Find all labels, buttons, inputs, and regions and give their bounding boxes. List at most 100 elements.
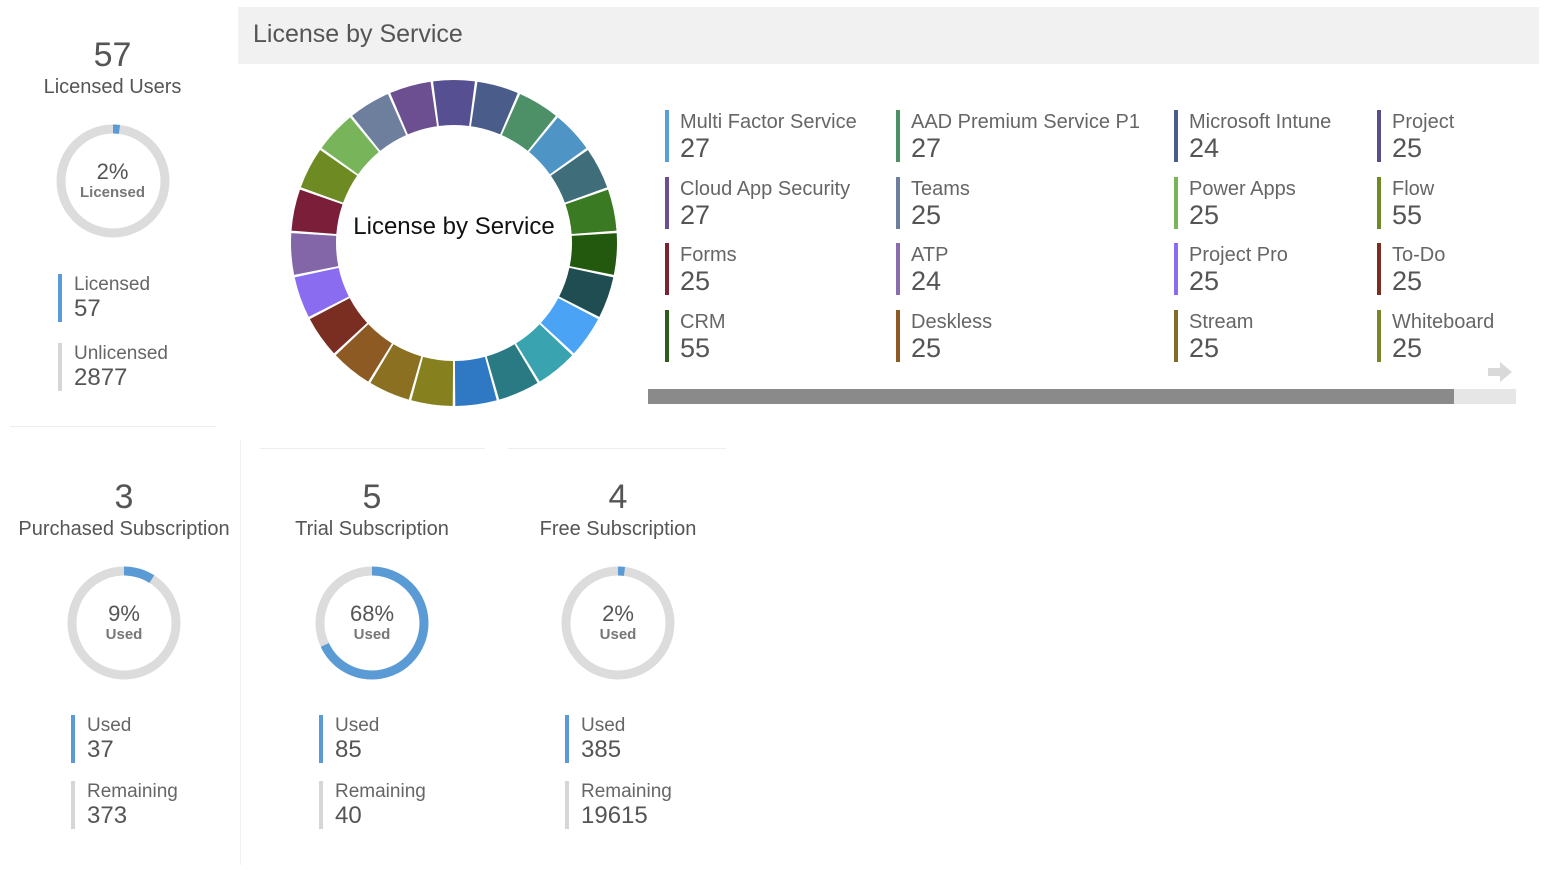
- ring-fill-arc: [67, 566, 181, 680]
- purchased-remaining-value: 373: [87, 802, 128, 829]
- legend-label: AAD Premium Service P1: [911, 111, 1140, 133]
- legend-value: 24: [1189, 133, 1220, 163]
- free-remaining-value: 19615: [581, 802, 648, 829]
- purchased-used-percent-label: Used: [105, 626, 143, 643]
- donut-segment[interactable]: [321, 117, 379, 175]
- donut-segment[interactable]: [529, 117, 587, 175]
- legend-item[interactable]: To-Do 25: [1377, 243, 1445, 295]
- donut-segment[interactable]: [390, 81, 438, 135]
- free-usage-ring: 2% Used: [556, 561, 680, 685]
- trial-used-label: Used: [335, 715, 380, 736]
- legend-item[interactable]: Project Pro 25: [1174, 243, 1288, 295]
- donut-segment[interactable]: [501, 94, 556, 151]
- legend-item[interactable]: Forms 25: [665, 243, 737, 295]
- purchased-used-value: 37: [87, 736, 114, 763]
- legend-label: Multi Factor Service: [680, 111, 857, 133]
- trial-usage-ring: 68% Used: [310, 561, 434, 685]
- legend-scrollbar[interactable]: [648, 389, 1516, 404]
- legend-item[interactable]: CRM 55: [665, 310, 726, 362]
- legend-item[interactable]: ATP 24: [896, 243, 948, 295]
- legend-label: Microsoft Intune: [1189, 111, 1332, 133]
- legend-label: Teams: [911, 178, 970, 200]
- legend-scrollbar-thumb[interactable]: [648, 389, 1454, 404]
- stat-unlicensed-label: Unlicensed: [74, 343, 168, 364]
- legend-item[interactable]: Teams 25: [896, 177, 970, 229]
- trial-subscription-card: 5 Trial Subscription 68% Used: [262, 478, 482, 685]
- donut-segment[interactable]: [370, 344, 422, 400]
- donut-title: License by Service: [353, 213, 555, 240]
- purchased-stat-remaining: Remaining 373: [71, 781, 178, 829]
- donut-segment[interactable]: [300, 150, 358, 203]
- donut-segment[interactable]: [352, 94, 407, 151]
- donut-segment[interactable]: [569, 233, 617, 275]
- legend-item[interactable]: Cloud App Security 27: [665, 177, 850, 229]
- legend-label: ATP: [911, 244, 949, 266]
- donut-segment[interactable]: [309, 298, 368, 354]
- legend-label: Cloud App Security: [680, 178, 851, 200]
- free-used-value: 385: [581, 736, 622, 763]
- stat-unlicensed-value: 2877: [74, 364, 128, 391]
- legend-value: 25: [1392, 133, 1423, 163]
- legend-item[interactable]: Multi Factor Service 27: [665, 110, 857, 162]
- donut-segment[interactable]: [516, 324, 573, 382]
- free-subscription-title: Free Subscription: [539, 518, 697, 540]
- donut-segment[interactable]: [470, 81, 518, 135]
- free-used-percent: 2%: [602, 601, 634, 626]
- donut-segment[interactable]: [540, 298, 599, 354]
- licensed-percent-label: Licensed: [79, 184, 146, 201]
- legend-item[interactable]: Deskless 25: [896, 310, 992, 362]
- free-remaining-label: Remaining: [581, 781, 672, 802]
- donut-segment[interactable]: [454, 356, 497, 406]
- licensed-users-ring: 2% Licensed: [51, 119, 175, 243]
- legend-item[interactable]: Microsoft Intune 24: [1174, 110, 1331, 162]
- legend-item[interactable]: Whiteboard 25: [1377, 310, 1494, 362]
- trial-subscription-title: Trial Subscription: [295, 518, 449, 540]
- legend-value: 27: [911, 133, 942, 163]
- ring-fill-arc: [561, 566, 675, 680]
- license-panel-title: License by Service: [253, 20, 463, 48]
- trial-used-percent-label: Used: [353, 626, 391, 643]
- legend-item[interactable]: Stream 25: [1174, 310, 1253, 362]
- donut-segment[interactable]: [486, 344, 538, 400]
- legend-value: 25: [1189, 333, 1220, 363]
- trial-remaining-value: 40: [335, 802, 362, 829]
- legend-value: 27: [680, 200, 711, 230]
- free-subscription-card: 4 Free Subscription 2% Used: [508, 478, 728, 685]
- donut-segment[interactable]: [291, 189, 343, 235]
- legend-label: Stream: [1189, 311, 1254, 333]
- legend-item[interactable]: Flow 55: [1377, 177, 1434, 229]
- legend-value: 25: [911, 333, 942, 363]
- stat-licensed-value: 57: [74, 295, 101, 322]
- licensed-users-card: 57 Licensed Users 2% Licensed: [10, 36, 215, 243]
- donut-segment[interactable]: [433, 80, 475, 126]
- licensed-users-title: Licensed Users: [43, 76, 182, 98]
- legend-label: To-Do: [1392, 244, 1446, 266]
- donut-segment[interactable]: [565, 189, 617, 235]
- legend-label: Power Apps: [1189, 178, 1296, 200]
- donut-segment[interactable]: [294, 267, 349, 317]
- free-stat-used: Used 385: [565, 715, 625, 763]
- trial-used-value: 85: [335, 736, 362, 763]
- donut-segment[interactable]: [550, 150, 608, 203]
- arrow-right-icon[interactable]: [1486, 360, 1514, 384]
- donut-segment[interactable]: [411, 356, 454, 406]
- trial-stat-remaining: Remaining 40: [319, 781, 426, 829]
- divider: [260, 448, 485, 449]
- donut-segment[interactable]: [335, 324, 392, 382]
- legend-item[interactable]: AAD Premium Service P1 27: [896, 110, 1140, 162]
- stat-licensed-label: Licensed: [74, 274, 151, 295]
- donut-segment[interactable]: [291, 233, 339, 275]
- purchased-subscription-count: 3: [114, 478, 134, 516]
- trial-remaining-label: Remaining: [335, 781, 426, 802]
- donut-segment[interactable]: [559, 267, 614, 317]
- licensed-users-count: 57: [93, 36, 132, 74]
- legend-value: 55: [1392, 200, 1423, 230]
- purchased-usage-ring: 9% Used: [62, 561, 186, 685]
- stat-licensed: Licensed 57: [58, 274, 150, 322]
- legend-item[interactable]: Power Apps 25: [1174, 177, 1296, 229]
- stat-unlicensed: Unlicensed 2877: [58, 343, 168, 391]
- legend-label: Project: [1392, 111, 1455, 133]
- legend-item[interactable]: Project 25: [1377, 110, 1454, 162]
- license-panel-header: License by Service: [238, 7, 1539, 64]
- divider: [240, 440, 241, 865]
